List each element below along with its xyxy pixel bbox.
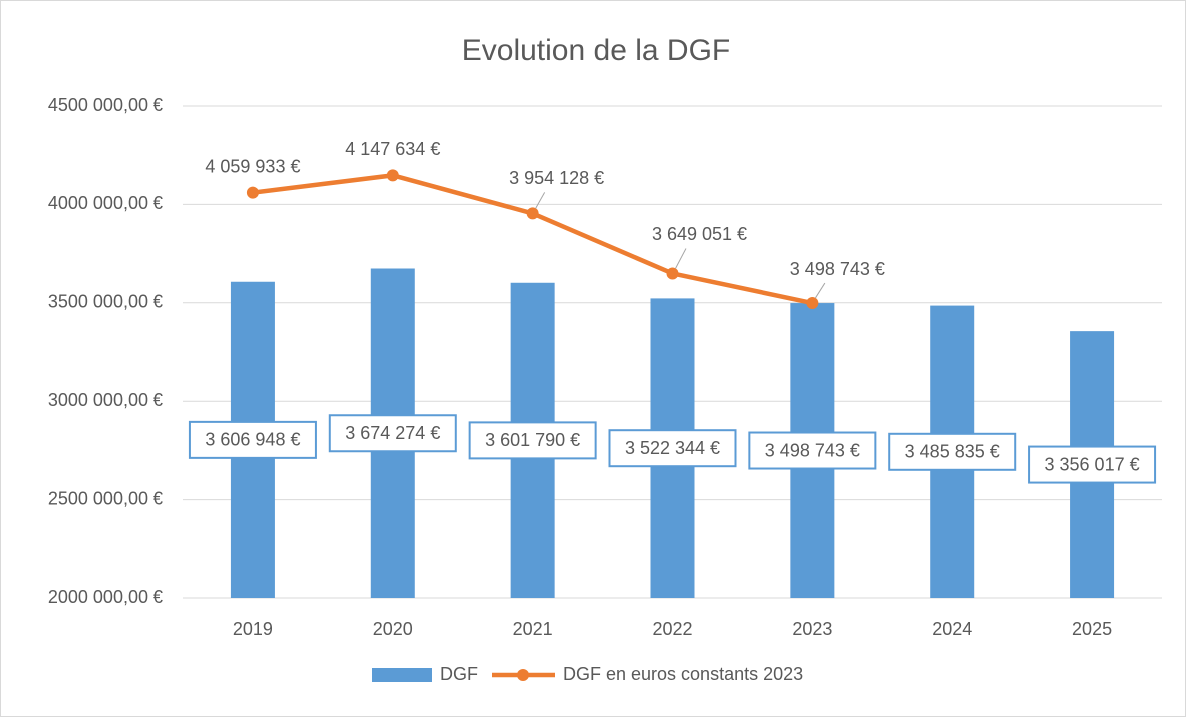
data-label: 3 498 743 € bbox=[765, 440, 860, 460]
x-tick-label: 2024 bbox=[932, 619, 972, 639]
data-label: 3 522 344 € bbox=[625, 438, 720, 458]
data-label: 3 606 948 € bbox=[205, 430, 300, 450]
data-label: 3 485 835 € bbox=[905, 442, 1000, 462]
data-label: 4 147 634 € bbox=[345, 139, 440, 159]
line-marker bbox=[806, 297, 819, 310]
line-marker bbox=[246, 186, 259, 199]
data-label: 3 498 743 € bbox=[790, 259, 885, 279]
legend-swatch bbox=[372, 668, 432, 682]
x-tick-label: 2020 bbox=[373, 619, 413, 639]
data-label-box bbox=[748, 431, 877, 470]
data-label-box bbox=[608, 429, 737, 468]
data-label-box bbox=[188, 420, 317, 459]
legend-swatch bbox=[517, 669, 529, 681]
leader-line bbox=[814, 282, 826, 299]
leader-line bbox=[675, 248, 687, 269]
data-label: 3 674 274 € bbox=[345, 423, 440, 443]
y-tick-label: 4000 000,00 € bbox=[48, 193, 163, 213]
line-marker bbox=[386, 169, 399, 182]
y-tick-label: 4500 000,00 € bbox=[48, 95, 163, 115]
line-marker bbox=[526, 207, 539, 220]
y-tick-label: 3000 000,00 € bbox=[48, 390, 163, 410]
chart-title: Evolution de la DGF bbox=[462, 34, 730, 67]
x-tick-label: 2019 bbox=[233, 619, 273, 639]
x-tick-label: 2025 bbox=[1072, 619, 1112, 639]
line-marker bbox=[666, 267, 679, 280]
x-tick-label: 2021 bbox=[513, 619, 553, 639]
x-tick-label: 2022 bbox=[652, 619, 692, 639]
leader-line bbox=[535, 192, 546, 209]
data-label: 3 649 051 € bbox=[652, 224, 747, 244]
data-label-box bbox=[328, 414, 457, 453]
legend-label: DGF en euros constants 2023 bbox=[563, 664, 803, 684]
data-label-box bbox=[1028, 445, 1157, 484]
data-label-box bbox=[468, 421, 597, 460]
data-label: 3 954 128 € bbox=[509, 168, 604, 188]
y-tick-label: 2500 000,00 € bbox=[48, 488, 163, 508]
y-tick-label: 3500 000,00 € bbox=[48, 292, 163, 312]
y-tick-label: 2000 000,00 € bbox=[48, 587, 163, 607]
data-label: 3 356 017 € bbox=[1045, 454, 1140, 474]
data-label: 4 059 933 € bbox=[205, 156, 300, 176]
x-tick-label: 2023 bbox=[792, 619, 832, 639]
data-label-box bbox=[888, 432, 1017, 471]
data-label: 3 601 790 € bbox=[485, 430, 580, 450]
legend-label: DGF bbox=[440, 664, 478, 684]
